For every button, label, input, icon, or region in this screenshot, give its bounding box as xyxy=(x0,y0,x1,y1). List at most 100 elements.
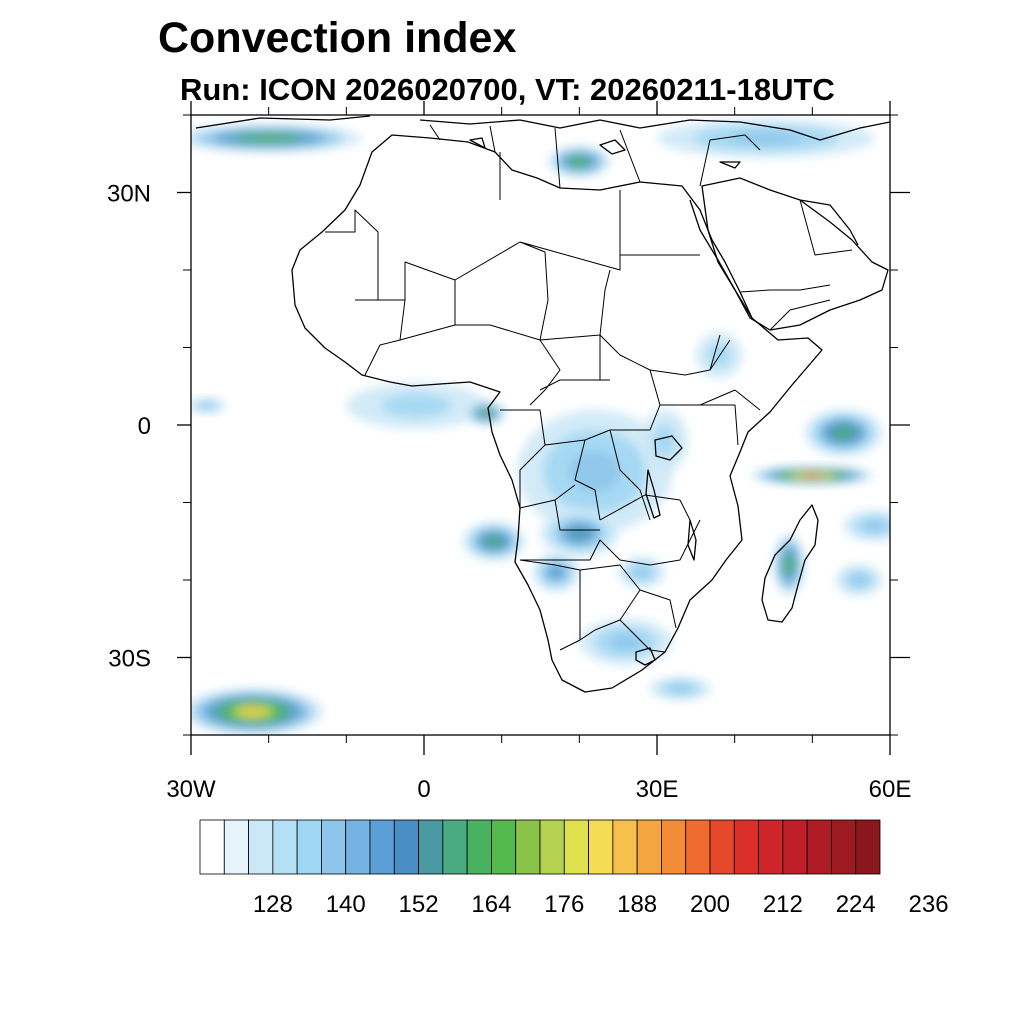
convection-region-madagascar-east xyxy=(843,510,890,542)
arabian-peninsula xyxy=(701,177,889,331)
colorbar-label: 224 xyxy=(836,891,876,918)
colorbar-swatch xyxy=(806,819,832,875)
convection-region-congo-basin xyxy=(517,409,673,534)
colorbar-swatch xyxy=(466,819,492,875)
colorbar-swatch xyxy=(321,819,347,875)
convection-contour xyxy=(864,520,885,531)
lesotho-outline xyxy=(635,647,656,666)
persian-gulf xyxy=(799,199,859,246)
lat-tick-label: 30N xyxy=(107,181,151,208)
convection-contour xyxy=(250,135,288,142)
convection-region-west-africa-coast xyxy=(346,382,487,429)
colorbar-swatch xyxy=(588,819,614,875)
colorbar-label: 176 xyxy=(544,891,584,918)
colorbar-swatch xyxy=(709,819,735,875)
colorbar-swatch xyxy=(758,819,784,875)
convection-region-south-atlantic-sw xyxy=(191,688,324,735)
colorbar-swatch xyxy=(539,819,565,875)
colorbar-swatch xyxy=(782,819,808,875)
colorbar-swatch xyxy=(223,819,249,875)
colorbar-label: 236 xyxy=(909,891,949,918)
convection-region-mid-atlantic xyxy=(191,397,226,414)
convection-contour xyxy=(851,574,867,586)
colorbar-swatch xyxy=(685,819,711,875)
colorbar-swatch xyxy=(515,819,541,875)
convection-contour xyxy=(200,403,214,409)
convection-region-se-africa-offshore xyxy=(649,676,712,701)
madagascar-outline xyxy=(761,504,819,623)
plot-frame xyxy=(190,114,891,736)
convection-region-mozambique-channel xyxy=(835,564,883,596)
convection-region-zimbabwe xyxy=(618,556,665,588)
convection-region-south-africa xyxy=(579,618,673,666)
colorbar-swatch xyxy=(831,819,857,875)
lake-tanganyika xyxy=(645,469,661,519)
colorbar-swatch xyxy=(855,819,881,875)
convection-region-indian-ocean-band xyxy=(750,466,875,485)
convection-region-indian-ocean-north xyxy=(804,409,883,456)
colorbar-label: 164 xyxy=(471,891,511,918)
convection-region-lake-victoria xyxy=(641,409,689,472)
convection-contour xyxy=(243,708,264,716)
convection-contour xyxy=(633,567,650,578)
convection-contour xyxy=(669,684,691,693)
convection-contour xyxy=(785,558,793,571)
convection-region-namibia-botswana xyxy=(532,552,580,592)
colorbar-label: 140 xyxy=(326,891,366,918)
convection-region-angola-offshore xyxy=(462,521,525,561)
colorbar-label: 152 xyxy=(399,891,439,918)
europe-coast xyxy=(195,115,890,141)
convection-region-north-atlantic-nw xyxy=(191,124,362,153)
colorbar-swatch xyxy=(369,819,395,875)
colorbar-swatch xyxy=(272,819,298,875)
colorbar-swatch xyxy=(248,819,274,875)
lake-malawi xyxy=(687,519,697,561)
lat-tick-label: 30S xyxy=(108,646,151,673)
lon-tick-label: 30E xyxy=(636,776,679,803)
colorbar-label: 200 xyxy=(690,891,730,918)
convection-field xyxy=(191,118,890,735)
convection-contour xyxy=(487,537,501,546)
colorbar-swatch xyxy=(661,819,687,875)
convection-region-mediterranean-libya xyxy=(548,146,611,177)
colorbar-swatch xyxy=(563,819,589,875)
red-sea xyxy=(689,199,753,319)
convection-region-gulf-of-guinea-core xyxy=(466,401,506,425)
convection-region-ethiopia xyxy=(695,332,743,379)
colorbar-swatch xyxy=(345,819,371,875)
convection-contour xyxy=(835,428,852,438)
convection-region-madagascar-west xyxy=(773,533,805,596)
chart-title: Convection index xyxy=(158,14,517,62)
convection-contour xyxy=(569,527,590,540)
convection-contour xyxy=(568,450,621,493)
colorbar-label: 128 xyxy=(253,891,293,918)
convection-contour xyxy=(804,473,821,478)
convection-contour xyxy=(707,343,731,367)
lon-tick-label: 0 xyxy=(417,776,430,803)
coastlines-and-borders xyxy=(195,115,890,693)
colorbar-swatch xyxy=(296,819,322,875)
colorbar-swatch xyxy=(199,819,225,875)
convection-region-mediterranean-east xyxy=(657,118,875,158)
mediterranean-islands xyxy=(469,137,741,169)
lake-victoria xyxy=(654,435,683,461)
colorbar: 128 140 152 164 176 188 200 212 224 236 xyxy=(199,819,949,918)
convection-region-zambia-angola xyxy=(540,510,619,557)
colorbar-swatch xyxy=(612,819,638,875)
colorbar-label: 188 xyxy=(617,891,657,918)
colorbar-swatch xyxy=(636,819,662,875)
convection-contour xyxy=(610,634,642,650)
convection-contour xyxy=(729,131,802,145)
colorbar-swatch xyxy=(418,819,444,875)
colorbar-swatch xyxy=(491,819,517,875)
convection-contour xyxy=(550,567,562,578)
colorbar-swatch xyxy=(393,819,419,875)
colorbar-swatch xyxy=(442,819,468,875)
country-borders xyxy=(325,124,853,653)
lon-tick-label: 60E xyxy=(869,776,912,803)
lat-tick-label: 0 xyxy=(138,413,151,440)
axes: 30W 0 30E 60E 30N 0 30S xyxy=(107,101,911,803)
lon-tick-label: 30W xyxy=(166,776,216,803)
africa-coastline xyxy=(291,134,823,693)
